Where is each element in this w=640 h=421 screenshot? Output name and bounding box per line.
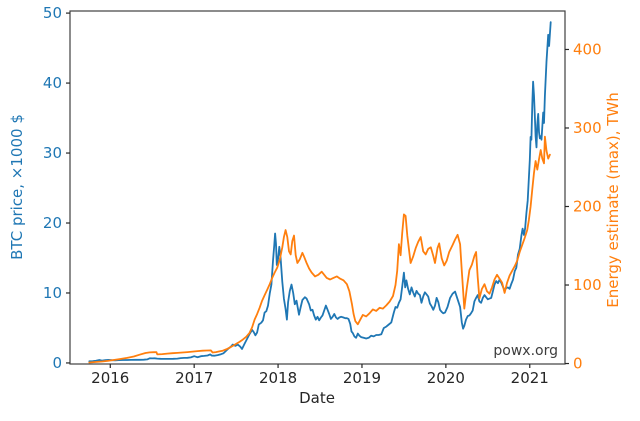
x-tick-label: 2016 [91, 369, 129, 387]
series-lines [88, 21, 552, 364]
left-axis-title: BTC price, ×1000 $ [8, 114, 26, 260]
right-axis-title: Energy estimate (max), TWh [604, 92, 622, 308]
x-axis-title: Date [299, 389, 335, 407]
watermark-text: powx.org [493, 343, 558, 359]
left-tick-label: 0 [52, 354, 62, 372]
plot-border [69, 10, 566, 365]
x-tick-label: 2017 [175, 369, 213, 387]
left-tick-label: 20 [43, 214, 62, 232]
right-tick-label: 400 [573, 40, 602, 58]
series-line-energy-estimate-max- [88, 135, 551, 364]
series-line-btc-price [88, 21, 552, 363]
left-tick-label: 30 [43, 144, 62, 162]
right-axis: 0 100 200 300 400 [565, 40, 602, 373]
left-tick-label: 40 [43, 74, 62, 92]
plot-spines [69, 10, 566, 365]
x-tick-label: 2021 [511, 369, 549, 387]
left-tick-label: 10 [43, 284, 62, 302]
x-tick-label: 2019 [343, 369, 381, 387]
right-tick-label: 200 [573, 198, 602, 216]
right-tick-label: 300 [573, 119, 602, 137]
right-tick-label: 100 [573, 276, 602, 294]
right-tick-label: 0 [573, 355, 583, 373]
x-tick-label: 2020 [427, 369, 465, 387]
x-axis: 2016 2017 2018 2019 2020 2021 [91, 364, 549, 387]
left-tick-label: 50 [43, 4, 62, 22]
x-tick-label: 2018 [259, 369, 297, 387]
left-axis: 0 10 20 30 40 50 [43, 4, 70, 372]
